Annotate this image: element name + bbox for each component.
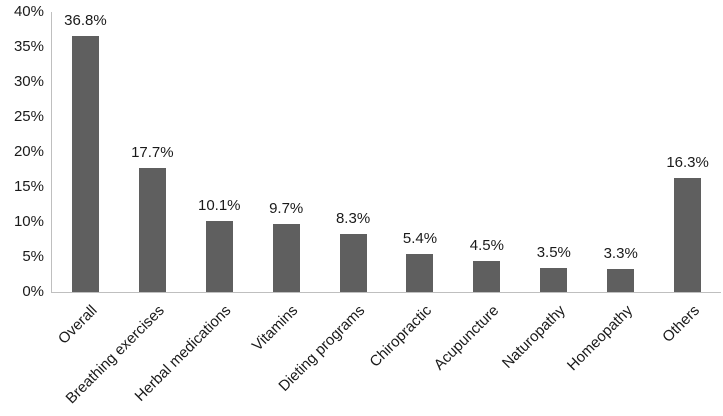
bar (674, 177, 702, 292)
bar (272, 224, 300, 292)
bar-group: 4.5% (453, 12, 520, 292)
y-tick-label: 0% (22, 283, 44, 300)
bar-value-label: 17.7% (131, 144, 174, 162)
y-tick-label: 30% (13, 73, 44, 90)
bar-group: 5.4% (387, 12, 454, 292)
bar-value-label: 16.3% (666, 153, 709, 171)
bar-group: 9.7% (253, 12, 320, 292)
bar (540, 267, 568, 292)
bar-group: 16.3% (654, 12, 721, 292)
bar (406, 254, 434, 292)
x-slot: Others (653, 293, 720, 416)
bar-group: 8.3% (320, 12, 387, 292)
bar (607, 268, 635, 292)
y-tick-label: 15% (13, 178, 44, 195)
y-tick-label: 20% (13, 143, 44, 160)
bar-value-label: 9.7% (269, 200, 304, 218)
bar-group: 3.3% (587, 12, 654, 292)
y-tick-label: 40% (13, 3, 44, 20)
bar (138, 168, 166, 292)
plot-area: 36.8% 17.7% 10.1% 9.7% 8.3% 5.4% 4.5% 3 (51, 12, 721, 293)
bar-group: 3.5% (520, 12, 587, 292)
bar (339, 233, 367, 292)
y-tick-label: 10% (13, 213, 44, 230)
y-axis-labels: 40% 35% 30% 25% 20% 15% 10% 5% 0% (0, 3, 44, 301)
bar-value-label: 5.4% (402, 230, 438, 248)
bar-group: 17.7% (119, 12, 186, 292)
x-slot: Herbal medications (131, 293, 252, 416)
bar-value-label: 36.8% (64, 12, 107, 29)
y-tick-label: 5% (22, 248, 44, 265)
category-label: Vitamins (248, 302, 302, 355)
bar-group: 36.8% (52, 12, 119, 292)
bar-value-label: 8.3% (335, 209, 371, 227)
x-axis-labels: Overall Breathing exercises Herbal medic… (51, 293, 720, 416)
bar (71, 36, 99, 292)
y-tick-label: 35% (13, 38, 44, 55)
category-label: Others (658, 302, 703, 346)
bar (473, 260, 501, 292)
x-slot: Homeopathy (564, 293, 653, 416)
bar-value-label: 3.5% (536, 243, 571, 261)
bar-value-label: 4.5% (469, 236, 504, 254)
bar-value-label: 3.3% (603, 244, 638, 262)
bar (205, 221, 233, 292)
y-tick-label: 25% (13, 108, 44, 125)
bar-group: 10.1% (186, 12, 253, 292)
category-label: Overall (54, 302, 101, 348)
bar-value-label: 10.1% (197, 197, 241, 215)
